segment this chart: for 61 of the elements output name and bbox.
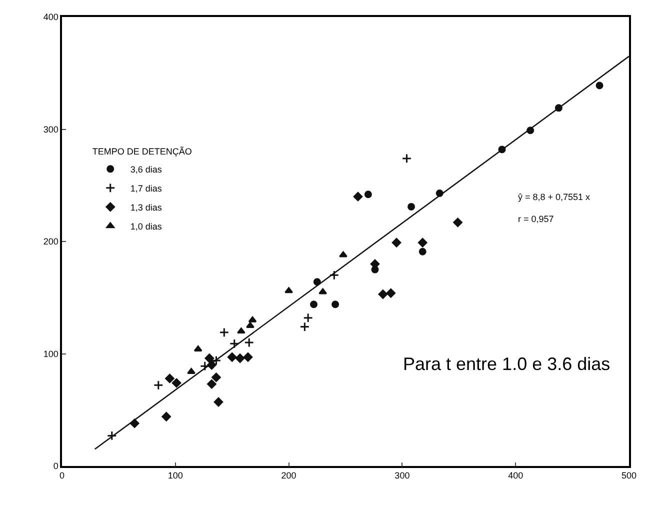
point [318, 288, 328, 294]
point [243, 352, 253, 362]
point [310, 300, 318, 308]
x-tick-label: 400 [508, 470, 524, 481]
x-tick-label: 0 [59, 470, 65, 481]
point [313, 278, 321, 286]
point [453, 218, 462, 228]
point [214, 397, 224, 407]
point [378, 290, 388, 299]
y-tick-label: 400 [43, 12, 58, 22]
legend-title: TEMPO DE DETENÇÃO [92, 146, 192, 156]
point [284, 287, 294, 294]
point [303, 312, 314, 323]
point [418, 238, 428, 248]
x-tick-label: 100 [168, 470, 183, 481]
point [596, 82, 604, 90]
point [212, 372, 221, 382]
point [211, 356, 222, 366]
y-tick-label: 300 [43, 124, 58, 134]
point [204, 354, 214, 363]
annotation: r = 0,957 [518, 214, 554, 224]
y-tick-label: 200 [43, 236, 58, 247]
point [329, 270, 340, 280]
x-tick-label: 200 [281, 470, 296, 481]
point [246, 322, 254, 328]
legend-label: 1,7 dias [130, 183, 162, 194]
point [386, 288, 396, 298]
point [248, 316, 257, 322]
point [300, 322, 310, 332]
point [332, 300, 340, 308]
point [172, 378, 182, 388]
point [200, 361, 210, 372]
point [339, 251, 348, 258]
point [408, 202, 416, 210]
point [194, 346, 202, 352]
point [207, 379, 216, 389]
legend-label: 3,6 dias [130, 164, 162, 174]
point [236, 328, 246, 334]
point [153, 380, 164, 390]
point [227, 352, 237, 362]
point [187, 368, 196, 374]
point [244, 338, 254, 348]
annotation: ŷ = 8,8 + 0,7551 x [518, 192, 591, 202]
point [106, 430, 117, 441]
legend-label: 1,3 dias [130, 202, 162, 212]
y-tick-label: 0 [53, 461, 58, 472]
y-tick-label: 100 [43, 348, 58, 359]
point [235, 354, 245, 363]
annotation: Para t entre 1.0 e 3.6 dias [403, 354, 610, 374]
x-tick-label: 300 [394, 470, 410, 481]
point [353, 192, 363, 202]
point [162, 412, 171, 422]
legend-label: 1,0 dias [130, 221, 162, 232]
x-tick-label: 500 [621, 470, 637, 481]
point [364, 190, 372, 198]
point [229, 338, 240, 349]
point [165, 374, 174, 384]
point [418, 248, 426, 256]
point [392, 238, 402, 248]
point [219, 327, 230, 338]
point [402, 153, 412, 164]
